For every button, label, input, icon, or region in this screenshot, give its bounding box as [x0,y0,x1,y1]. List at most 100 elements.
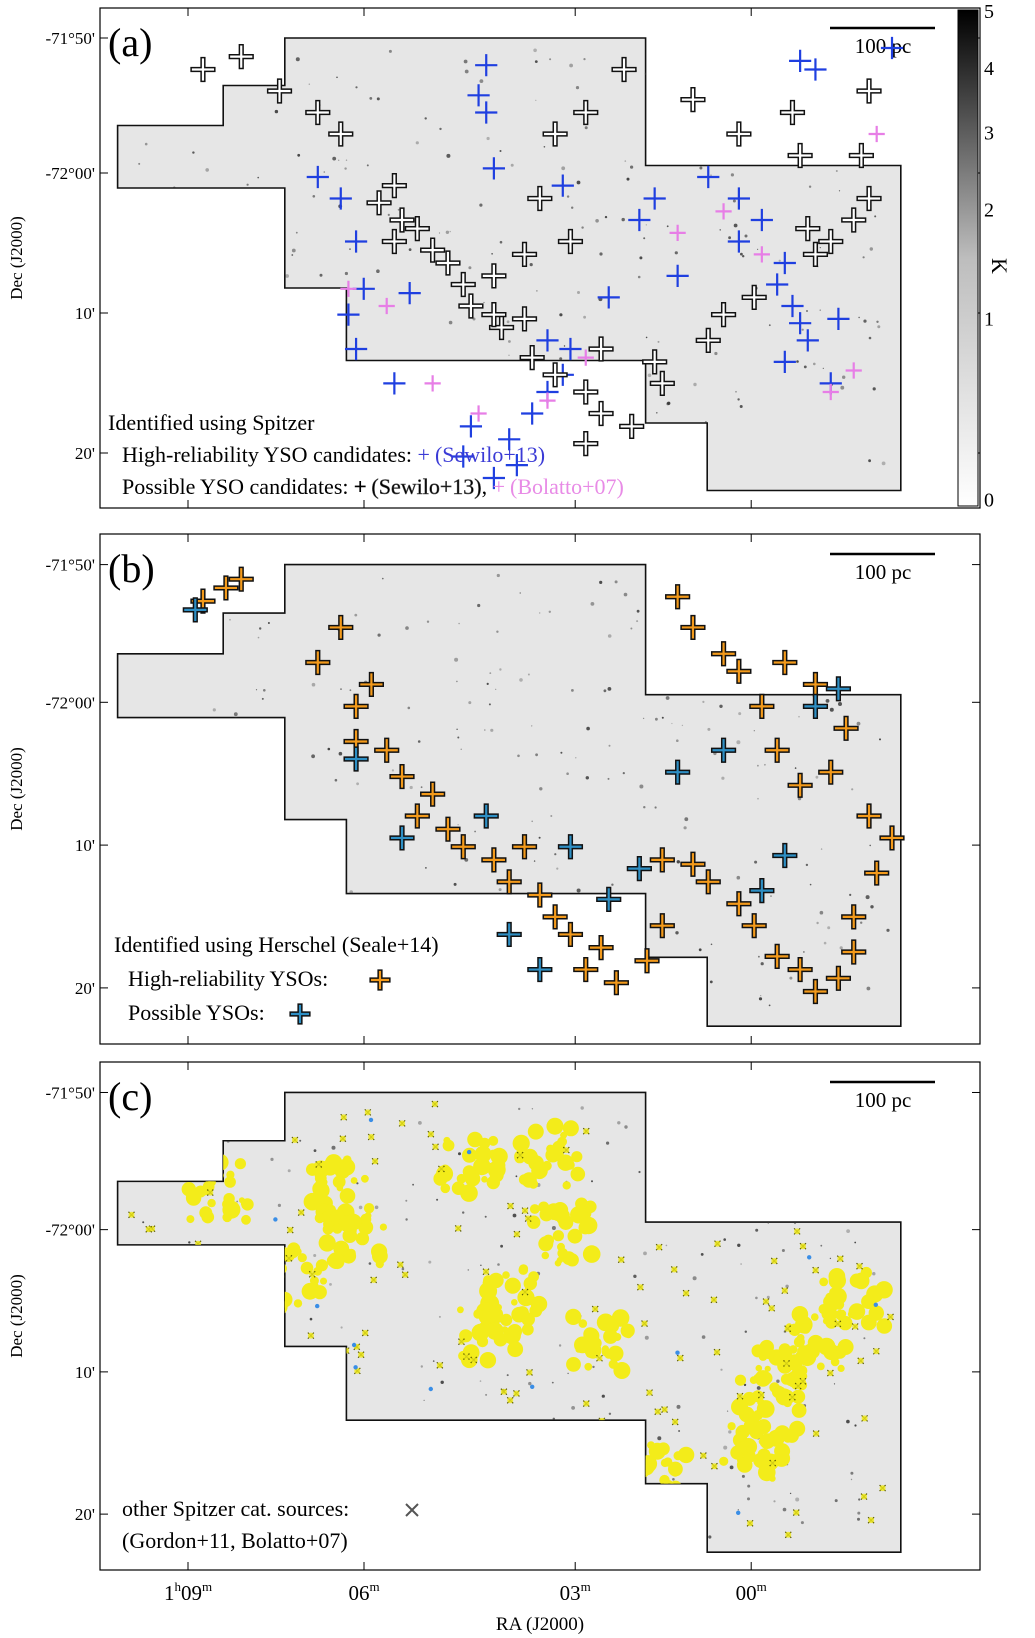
yellow-cluster-blob [719,1456,729,1466]
legend-high-marker: + [418,442,430,467]
dust-speck [479,79,484,83]
dust-speck [356,1182,359,1185]
orange-yso-marker [880,826,904,850]
blue-yso-marker [773,251,796,275]
ra-tick-mid: 00 [736,1581,757,1605]
dust-speck [656,412,658,414]
yellow-cluster-blob [538,1201,550,1213]
legend-possible-marker: + [354,474,366,499]
yellow-cluster-blob [314,1172,327,1185]
blue-yso-marker [727,187,750,210]
lightblue-yso-marker [666,761,689,784]
dust-speck [842,375,846,379]
dust-speck [464,69,469,74]
yellow-cluster-blob [528,1179,539,1189]
dust-speck [257,636,260,639]
dust-speck [401,1267,405,1271]
dec-tick-label: 20' [75,979,95,998]
dust-speck [608,1412,612,1416]
orange-yso-marker [498,870,521,893]
yellow-cluster-blob [293,1299,303,1308]
dust-speck [488,703,491,706]
dust-speck [676,1404,681,1409]
yellow-cluster-blob [754,1370,772,1387]
orange-yso-marker [452,835,475,858]
dust-speck [850,1471,854,1475]
dust-speck [270,1157,274,1161]
dust-speck [789,1492,792,1495]
white-yso-marker [191,58,215,81]
dec-tick-label: 20' [75,444,95,463]
yellow-cluster-blob [518,1265,529,1275]
lightblue-yso-marker [390,826,414,850]
white-yso-marker [230,45,253,68]
legend-possible: Possible YSOs: [128,1000,265,1025]
spitzer-cat-source-dot [747,1520,754,1527]
yellow-cluster-blob [202,1180,215,1193]
yellow-cluster-blob [584,1341,602,1359]
dust-speck [760,995,762,997]
yellow-cluster-blob [727,1422,736,1431]
spitzer-cat-source-dot [522,1289,528,1295]
yellow-cluster-blob [780,1373,792,1385]
dust-speck [700,1253,704,1256]
yellow-cluster-blob [355,1231,370,1246]
orange-yso-marker [436,818,460,841]
pink-yso-marker [340,280,357,297]
yellow-cluster-blob [848,1303,866,1320]
dust-speck [261,697,264,700]
panel-label: (c) [108,1074,152,1119]
dust-speck [835,170,838,172]
dust-speck [259,627,262,630]
dust-speck [529,263,533,267]
dust-speck [607,777,610,780]
dust-speck [794,767,797,769]
dust-speck [645,336,648,339]
blue-yso-marker [827,307,850,330]
yellow-cluster-blob [562,1120,579,1137]
dust-speck [535,753,538,757]
dust-speck [550,815,553,817]
dec-tick-label: 20' [75,1505,95,1524]
yellow-cluster-blob [556,1256,564,1264]
dust-speck [308,83,310,85]
yellow-cluster-blob [462,1147,477,1163]
dust-speck [665,696,670,700]
blue-yso-marker [344,230,368,253]
dust-speck [539,787,543,791]
dust-speck [486,682,489,686]
yellow-cluster-blob [339,1188,356,1204]
scalebar-label: 100 pc [855,1088,912,1112]
blue-dot [351,1342,357,1348]
spitzer-cat-source-dot [438,1165,445,1172]
dust-speck [639,256,643,260]
yellow-cluster-blob [778,1392,786,1400]
dust-speck [463,59,468,64]
ra-tick-mid: 03 [560,1581,581,1605]
blue-yso-marker [551,174,574,197]
dec-axis-label: Dec (J2000) [7,747,26,831]
dust-speck [740,1263,742,1265]
lightblue-yso-marker [559,835,582,858]
orange-yso-marker [574,958,597,981]
white-yso-marker [544,363,567,386]
scalebar-label: 100 pc [855,560,912,584]
legend-title: Identified using Herschel (Seale+14) [114,932,439,957]
white-yso-marker [528,187,551,210]
dust-speck [647,373,652,378]
spitzer-cat-source-dot [207,1189,214,1196]
lightblue-yso-marker [750,879,773,902]
dust-speck [512,1213,517,1218]
spitzer-cat-source-dot [794,1228,801,1235]
white-yso-marker [306,101,329,124]
dust-speck [408,248,412,252]
dust-speck [624,160,627,162]
dust-speck [426,620,430,623]
blue-yso-marker [597,286,620,309]
spitzer-cat-source-dot [654,1408,661,1415]
blue-yso-marker [398,282,421,305]
dust-speck [420,786,423,789]
dust-speck [445,230,450,234]
dust-speck [863,1337,866,1340]
blue-yso-marker [796,329,819,352]
